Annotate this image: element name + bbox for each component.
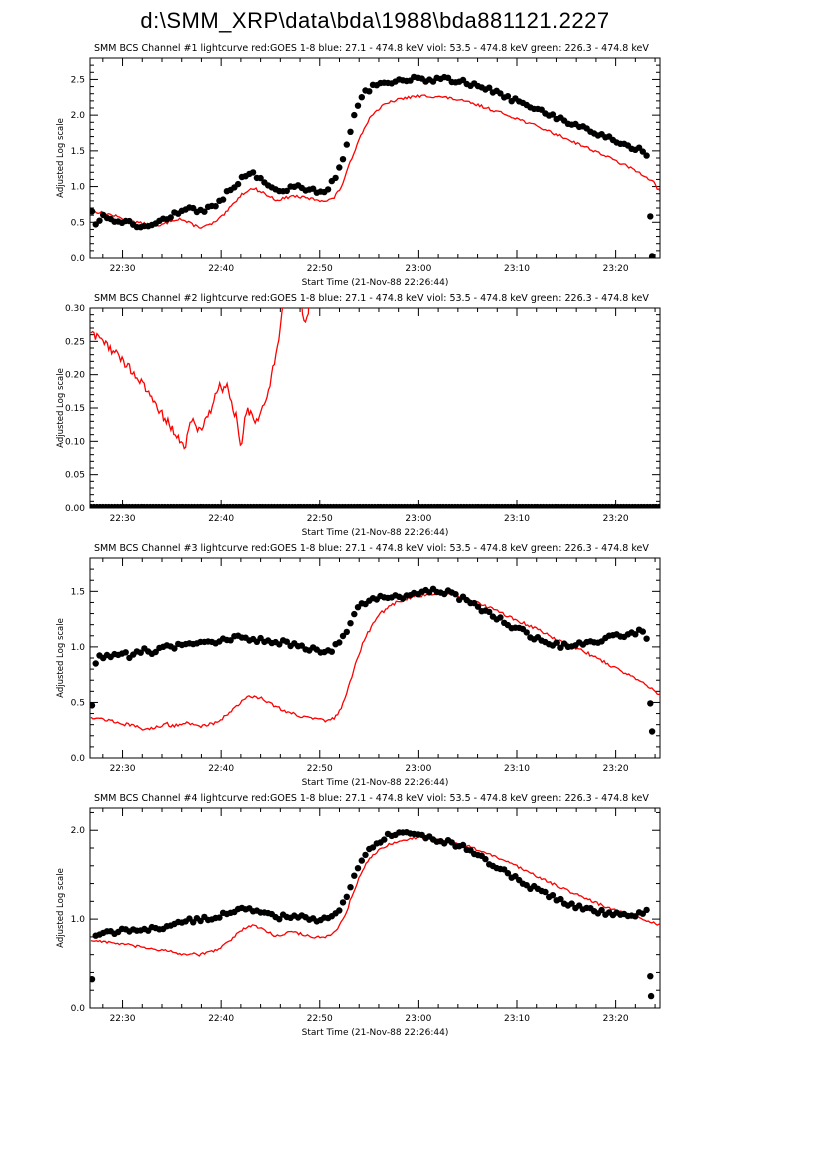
panel-title: SMM BCS Channel #2 lightcurve red:GOES 1… (94, 293, 649, 304)
series-bcs-channel-3 (90, 585, 656, 735)
page-title: d:\SMM_XRP\data\bda\1988\bda881121.2227 (140, 8, 610, 33)
x-tick-label: 22:30 (110, 764, 136, 774)
x-tick-label: 23:20 (603, 514, 629, 524)
x-tick-label: 23:20 (603, 764, 629, 774)
series-bcs-channel-1 (90, 73, 656, 258)
y-axis-label: Adjusted Log scale (56, 368, 66, 448)
series-line-goes-1-8 (90, 94, 660, 229)
y-tick-label: 0.0 (71, 254, 86, 264)
series-line-goes-1-8 (90, 835, 660, 957)
x-tick-label: 23:00 (405, 1014, 431, 1024)
x-tick-label: 22:50 (307, 764, 333, 774)
series-goes-1-8 (90, 94, 660, 229)
y-tick-label: 0.15 (65, 404, 85, 414)
x-tick-label: 23:00 (405, 514, 431, 524)
plot-box (89, 557, 661, 759)
y-tick-label: 2.5 (71, 75, 85, 85)
x-axis: 22:30 22:40 22:50 23:00 23:10 23:20 (102, 558, 656, 774)
series-bcs-channel-4 (90, 829, 655, 1000)
y-tick-label: 0.10 (65, 437, 85, 447)
x-tick-label: 23:00 (405, 764, 431, 774)
y-tick-label: 0.30 (65, 304, 85, 314)
x-tick-label: 23:10 (504, 514, 530, 524)
y-axis: 0.0 0.5 1.0 1.5 2.0 2.5 (71, 57, 660, 264)
x-axis: 22:30 22:40 22:50 23:00 23:10 23:20 (102, 308, 656, 524)
y-tick-label: 2.0 (71, 826, 86, 836)
x-axis-label: Start Time (21-Nov-88 22:26:44) (302, 278, 449, 288)
plot-box (89, 307, 661, 509)
y-tick-label: 2.0 (71, 111, 86, 121)
y-tick-label: 0.20 (65, 371, 85, 381)
x-tick-label: 23:20 (603, 264, 629, 274)
plot-box (89, 57, 661, 259)
y-axis: 0.0 1.0 2.0 (71, 811, 660, 1014)
series-goes-1-8 (90, 592, 660, 731)
panel-title: SMM BCS Channel #4 lightcurve red:GOES 1… (94, 793, 649, 804)
x-tick-label: 22:40 (208, 1014, 234, 1024)
x-tick-label: 22:30 (110, 1014, 136, 1024)
y-tick-label: 0.0 (71, 1004, 86, 1014)
series-bcs-channel-2 (90, 503, 660, 508)
y-axis-label: Adjusted Log scale (56, 868, 66, 948)
series-line-goes-1-8 (90, 308, 310, 450)
x-tick-label: 22:50 (307, 514, 333, 524)
x-tick-label: 22:40 (208, 764, 234, 774)
x-tick-label: 23:10 (504, 764, 530, 774)
x-tick-label: 22:50 (307, 1014, 333, 1024)
y-axis: 0.00 0.05 0.10 0.15 0.20 0.25 0.30 (65, 304, 660, 514)
y-tick-label: 0.0 (71, 754, 86, 764)
series-goes-1-8 (90, 308, 310, 450)
panel-title: SMM BCS Channel #3 lightcurve red:GOES 1… (94, 543, 649, 554)
plot-box (89, 807, 661, 1009)
x-axis-label: Start Time (21-Nov-88 22:26:44) (302, 778, 449, 788)
y-tick-label: 0.25 (65, 337, 85, 347)
y-tick-label: 1.0 (71, 915, 86, 925)
x-axis-label: Start Time (21-Nov-88 22:26:44) (302, 1028, 449, 1038)
y-tick-label: 0.5 (71, 698, 85, 708)
y-tick-label: 0.5 (71, 218, 85, 228)
chart-channel-1: SMM BCS Channel #1 lightcurve red:GOES 1… (56, 43, 661, 288)
y-tick-label: 1.5 (71, 587, 85, 597)
series-line-goes-1-8 (90, 592, 660, 731)
chart-channel-2: SMM BCS Channel #2 lightcurve red:GOES 1… (56, 293, 661, 538)
x-tick-label: 22:40 (208, 264, 234, 274)
x-tick-label: 23:00 (405, 264, 431, 274)
x-axis: 22:30 22:40 22:50 23:00 23:10 23:20 (102, 808, 656, 1024)
y-tick-label: 1.0 (71, 183, 86, 193)
series-goes-1-8 (90, 835, 660, 957)
chart-channel-4: SMM BCS Channel #4 lightcurve red:GOES 1… (56, 793, 661, 1038)
x-tick-label: 23:10 (504, 264, 530, 274)
panel-title: SMM BCS Channel #1 lightcurve red:GOES 1… (94, 43, 649, 54)
x-tick-label: 23:20 (603, 1014, 629, 1024)
x-tick-label: 23:10 (504, 1014, 530, 1024)
x-axis: 22:30 22:40 22:50 23:00 23:10 23:20 (102, 58, 656, 274)
chart-channel-3: SMM BCS Channel #3 lightcurve red:GOES 1… (56, 543, 661, 788)
x-tick-label: 22:30 (110, 514, 136, 524)
y-axis-label: Adjusted Log scale (56, 118, 66, 198)
x-axis-label: Start Time (21-Nov-88 22:26:44) (302, 528, 449, 538)
x-tick-label: 22:50 (307, 264, 333, 274)
y-tick-label: 1.0 (71, 643, 86, 653)
y-tick-label: 1.5 (71, 147, 85, 157)
y-axis: 0.0 0.5 1.0 1.5 (71, 557, 660, 764)
x-tick-label: 22:40 (208, 514, 234, 524)
x-tick-label: 22:30 (110, 264, 136, 274)
y-axis-label: Adjusted Log scale (56, 618, 66, 698)
y-tick-label: 0.00 (65, 504, 85, 514)
y-tick-label: 0.05 (65, 471, 85, 481)
